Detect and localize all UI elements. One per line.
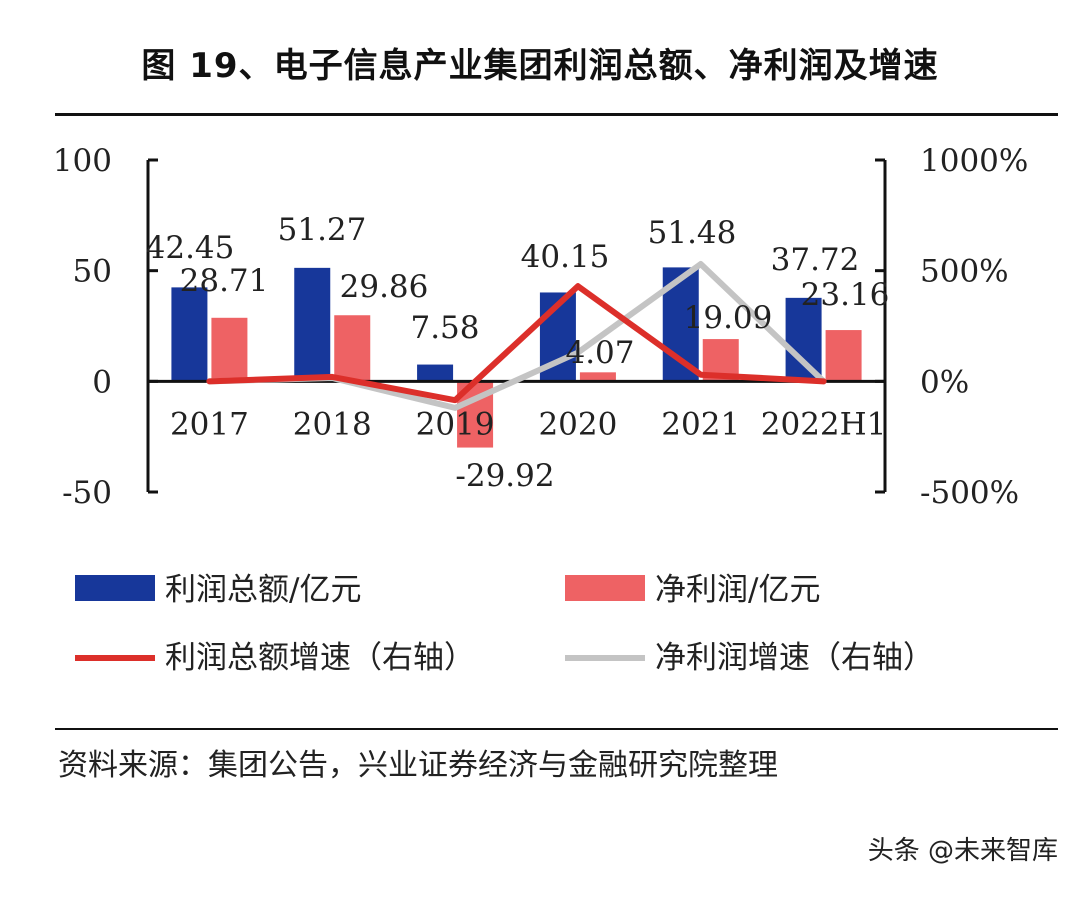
top-rule [55, 113, 1058, 116]
bar-net-profit [579, 372, 616, 382]
left-axis-tick-label: -50 [62, 475, 112, 511]
data-label-profit-total: 51.48 [648, 215, 737, 251]
bar-net-profit [825, 330, 862, 382]
data-label-net-profit: -29.92 [455, 458, 554, 494]
watermark: 头条 @未来智库 [868, 830, 1058, 867]
category-label: 2017 [170, 406, 249, 442]
right-axis-tick-label: 500% [920, 254, 1009, 290]
watermark-text: 头条 @未来智库 [867, 836, 1058, 866]
bar-net-profit [334, 315, 371, 382]
data-label-profit-total: 51.27 [278, 212, 367, 248]
legend-item-net-profit: 净利润/亿元 [565, 570, 965, 610]
left-axis-tick-label: 0 [92, 364, 112, 400]
legend-label-profit-total: 利润总额/亿元 [165, 572, 362, 608]
legend-label-profit-growth: 利润总额增速（右轴） [165, 640, 475, 676]
source-note: 资料来源：集团公告，兴业证券经济与金融研究院整理 [58, 748, 778, 783]
line-profit-growth [206, 283, 827, 404]
legend-swatch-profit-total [75, 575, 155, 601]
legend-item-profit-growth: 利润总额增速（右轴） [75, 638, 535, 678]
data-label-net-profit: 28.71 [180, 263, 269, 299]
legend-item-net-growth: 净利润增速（右轴） [565, 638, 985, 678]
chart-area: 100 50 0 -50 1000% 500% 0% -500% 2017 2018 2019 202… [53, 143, 1029, 511]
right-axis-tick-label: 0% [920, 364, 969, 400]
data-label-profit-total: 42.45 [146, 230, 235, 266]
legend-label-net-growth: 净利润增速（右轴） [655, 640, 934, 676]
left-axis-tick-label: 100 [53, 143, 112, 179]
legend-item-profit-total: 利润总额/亿元 [75, 570, 475, 610]
legend-swatch-net-profit [565, 575, 645, 601]
bar-net-profit [211, 317, 248, 382]
data-label-profit-total: 37.72 [771, 242, 860, 278]
bar-profit-total [294, 267, 331, 382]
data-label-net-profit: 29.86 [340, 269, 429, 305]
right-axis-tick-label: 1000% [920, 143, 1028, 179]
data-label-profit-total: 40.15 [521, 239, 610, 275]
data-label-net-profit: 23.16 [801, 277, 890, 313]
bar-profit-total [171, 287, 208, 382]
legend-swatch-profit-growth [75, 655, 155, 661]
bar-profit-total [417, 364, 454, 382]
data-label-net-profit: 19.09 [684, 300, 773, 336]
legend-label-net-profit: 净利润/亿元 [655, 572, 821, 608]
category-label: 2020 [538, 406, 617, 442]
chart-title: 图 19、电子信息产业集团利润总额、净利润及增速 [141, 46, 939, 86]
category-label: 2018 [293, 406, 372, 442]
data-label-profit-total: 7.58 [410, 310, 479, 346]
bottom-rule [55, 728, 1058, 730]
right-axis-tick-label: -500% [920, 475, 1019, 511]
legend-swatch-net-growth [565, 655, 645, 661]
data-label-net-profit: 4.07 [565, 335, 634, 371]
bar-profit-total [785, 297, 822, 382]
category-label: 2021 [661, 406, 740, 442]
category-label: 2019 [416, 406, 495, 442]
left-axis-tick-label: 50 [73, 254, 112, 290]
category-label: 2022H1 [761, 406, 887, 442]
